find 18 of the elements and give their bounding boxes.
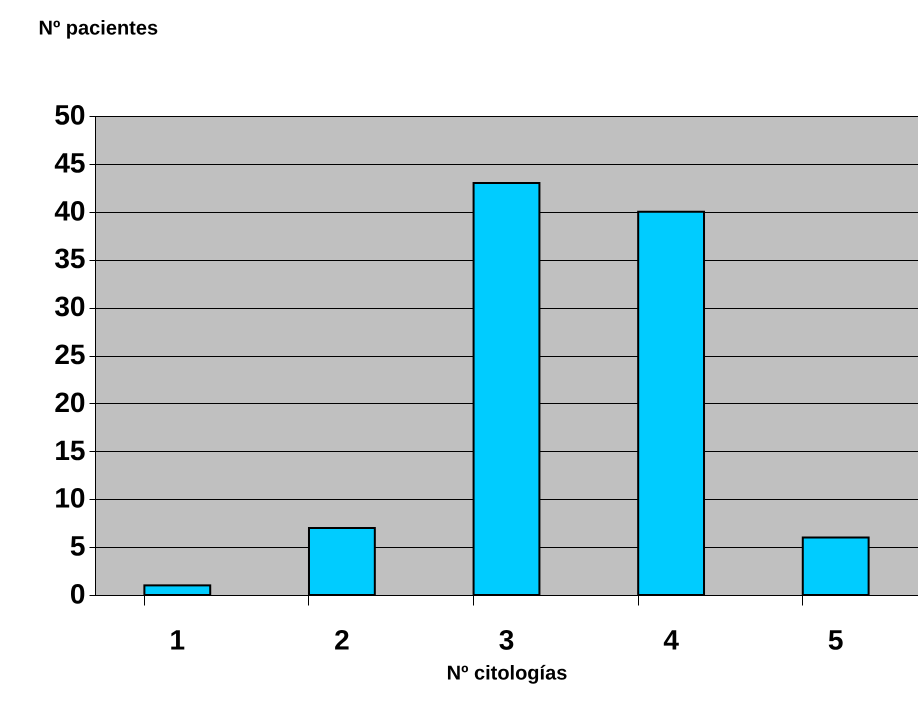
- y-tick-label: 35: [54, 243, 86, 274]
- x-tick-label: 4: [663, 624, 680, 656]
- x-tick-label: 2: [334, 624, 350, 656]
- y-tick-label: 20: [54, 386, 86, 418]
- y-tick-label: 40: [54, 195, 86, 226]
- y-tick-label: 50: [54, 100, 86, 130]
- y-tick-label: 15: [54, 434, 86, 466]
- y-tick-label: 0: [70, 578, 86, 610]
- x-tick-label: 5: [828, 624, 844, 656]
- y-tick-label: 5: [70, 530, 86, 562]
- y-tick-label: 25: [54, 339, 86, 370]
- y-tick-label: 10: [54, 482, 86, 514]
- y-tick-label: 45: [54, 147, 86, 178]
- x-tick-label: 3: [498, 624, 514, 656]
- x-tick-label: 1: [170, 624, 186, 656]
- y-tick-label: 30: [54, 291, 86, 322]
- x-axis-title: Nº citologías: [446, 662, 568, 684]
- y-axis-title: Nº pacientes: [38, 18, 158, 40]
